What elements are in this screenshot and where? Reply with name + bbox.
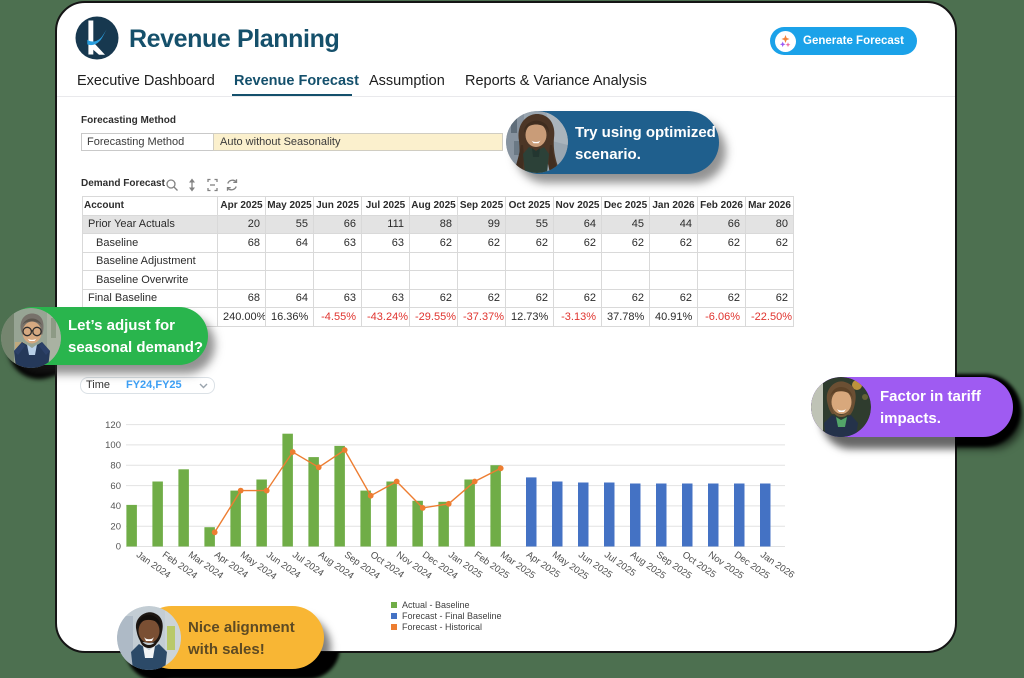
svg-text:120: 120 (105, 420, 121, 431)
svg-text:80: 80 (110, 460, 121, 471)
svg-text:0: 0 (116, 542, 121, 553)
svg-text:40: 40 (110, 501, 121, 512)
svg-text:60: 60 (110, 481, 121, 492)
svg-text:20: 20 (110, 521, 121, 532)
svg-text:100: 100 (105, 440, 121, 451)
